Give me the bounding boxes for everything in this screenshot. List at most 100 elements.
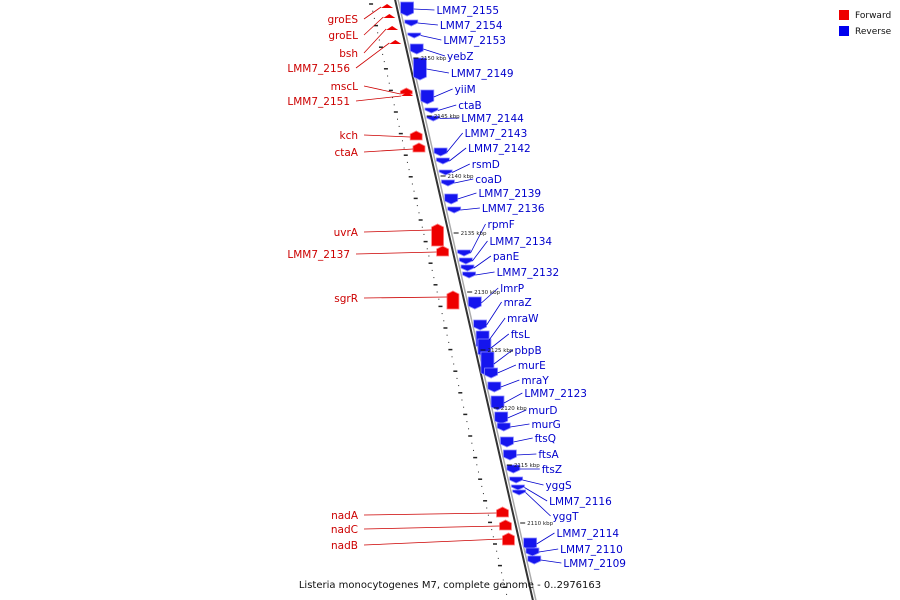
gene-label-mscL[interactable]: mscL <box>331 81 358 93</box>
gene-block-kch[interactable] <box>409 130 423 141</box>
gene-block-coaD[interactable] <box>441 179 455 187</box>
gene-label-LMM7_2137[interactable]: LMM7_2137 <box>287 249 350 261</box>
gene-label-uvrA[interactable]: uvrA <box>334 227 359 239</box>
gene-block-sgrR[interactable] <box>446 290 460 310</box>
gene-label-rpmF[interactable]: rpmF <box>488 219 515 231</box>
gene-label-LMM7_2149[interactable]: LMM7_2149 <box>451 68 514 80</box>
gene-label-mraZ[interactable]: mraZ <box>504 297 532 309</box>
gene-label-murG[interactable]: murG <box>531 419 560 431</box>
gene-label-nadA[interactable]: nadA <box>331 510 359 522</box>
gene-block-LMM7_2139[interactable] <box>444 193 459 205</box>
gene-block-murD[interactable] <box>494 411 509 425</box>
gene-block-ctaB[interactable] <box>424 107 439 114</box>
gene-label-sgrR[interactable]: sgrR <box>334 293 358 305</box>
gene-block-mraZ[interactable] <box>473 319 487 331</box>
gene-block-bsh[interactable] <box>386 26 399 30</box>
gene-label-LMM7_2151[interactable]: LMM7_2151 <box>287 96 350 108</box>
gene-block-murE[interactable] <box>484 367 499 379</box>
gene-label-ctaA[interactable]: ctaA <box>334 147 358 159</box>
gene-block-LMM7_2153[interactable] <box>407 32 422 39</box>
gene-label-groES[interactable]: groES <box>328 14 359 26</box>
gene-block-lmrP[interactable] <box>467 296 482 310</box>
gene-block-ctaA[interactable] <box>412 142 426 153</box>
gene-block-yiiM[interactable] <box>420 89 435 105</box>
gene-label-LMM7_2144[interactable]: LMM7_2144 <box>461 113 524 125</box>
gene-block-LMM7_2136[interactable] <box>447 206 462 214</box>
gene-label-LMM7_2110[interactable]: LMM7_2110 <box>560 544 623 556</box>
gene-block-LMM7_2149[interactable] <box>413 57 427 81</box>
gene-block-murG[interactable] <box>496 422 511 432</box>
gene-block-LMM7_2109[interactable] <box>527 555 542 565</box>
gene-block-LMM7_2123[interactable] <box>490 395 505 411</box>
gene-label-LMM7_2153[interactable]: LMM7_2153 <box>443 35 506 47</box>
gene-label-rsmD[interactable]: rsmD <box>472 159 500 171</box>
gene-block-LMM7_2110[interactable] <box>525 547 540 557</box>
gene-block-rpmF[interactable] <box>457 249 471 257</box>
gene-block-uvrA[interactable] <box>431 223 444 247</box>
gene-label-LMM7_2139[interactable]: LMM7_2139 <box>478 188 541 200</box>
gene-block-groEL[interactable] <box>383 14 396 18</box>
gene-label-LMM7_2142[interactable]: LMM7_2142 <box>468 143 531 155</box>
gene-label-nadC[interactable]: nadC <box>331 524 358 536</box>
gene-label-yebZ[interactable]: yebZ <box>447 51 474 63</box>
gene-label-yiiM[interactable]: yiiM <box>455 84 476 96</box>
gene-label-mraY[interactable]: mraY <box>521 375 549 387</box>
gene-label-LMM7_2156[interactable]: LMM7_2156 <box>287 63 350 75</box>
gene-label-LMM7_2134[interactable]: LMM7_2134 <box>489 236 552 248</box>
gene-block-LMM7_2156[interactable] <box>389 40 402 44</box>
gene-block-ftsZ[interactable] <box>506 464 521 474</box>
gene-block-LMM7_2116[interactable] <box>511 484 525 491</box>
kbp-label: 2140 kbp <box>448 174 474 180</box>
gene-block-panE[interactable] <box>460 264 475 272</box>
kbp-label: 2110 kbp <box>527 521 553 527</box>
gene-label-ftsL[interactable]: ftsL <box>511 329 530 341</box>
gene-label-ftsA[interactable]: ftsA <box>538 449 559 461</box>
gene-block-LMM7_2144[interactable] <box>426 115 441 122</box>
gene-label-ctaB[interactable]: ctaB <box>458 100 482 112</box>
gene-label-nadB[interactable]: nadB <box>331 540 358 552</box>
gene-block-mraY[interactable] <box>487 381 502 393</box>
gene-block-mscL[interactable] <box>399 87 413 95</box>
gene-block-yebZ[interactable] <box>409 43 424 55</box>
gene-label-murE[interactable]: murE <box>518 360 546 372</box>
gene-label-LMM7_2143[interactable]: LMM7_2143 <box>465 128 528 140</box>
gene-label-LMM7_2109[interactable]: LMM7_2109 <box>563 558 626 570</box>
gene-label-ftsZ[interactable]: ftsZ <box>542 464 562 476</box>
gene-block-LMM7_2151[interactable] <box>401 92 414 96</box>
gene-block-groES[interactable] <box>381 4 394 8</box>
gene-label-mraW[interactable]: mraW <box>507 313 539 325</box>
gene-block-LMM7_2154[interactable] <box>404 19 419 27</box>
gene-label-LMM7_2155[interactable]: LMM7_2155 <box>436 5 499 17</box>
gene-block-yggS[interactable] <box>509 476 524 484</box>
gene-label-LMM7_2116[interactable]: LMM7_2116 <box>549 496 612 508</box>
gene-label-murD[interactable]: murD <box>528 405 557 417</box>
gene-block-nadA[interactable] <box>496 506 509 518</box>
gene-label-groEL[interactable]: groEL <box>328 30 358 42</box>
gene-block-LMM7_2142[interactable] <box>436 157 450 165</box>
gene-label-LMM7_2132[interactable]: LMM7_2132 <box>497 267 560 279</box>
gene-label-LMM7_2154[interactable]: LMM7_2154 <box>440 20 503 32</box>
gene-label-LMM7_2123[interactable]: LMM7_2123 <box>524 388 587 400</box>
gene-label-panE[interactable]: panE <box>493 251 519 263</box>
gene-block-LMM7_2155[interactable] <box>400 1 415 17</box>
gene-label-yggT[interactable]: yggT <box>553 511 580 523</box>
gene-block-rsmD[interactable] <box>438 169 453 176</box>
gene-block-nadB[interactable] <box>502 532 515 546</box>
gene-label-pbpB[interactable]: pbpB <box>514 345 541 357</box>
gene-block-LMM7_2134[interactable] <box>458 257 473 265</box>
gene-label-ftsQ[interactable]: ftsQ <box>535 433 556 445</box>
gene-label-LMM7_2114[interactable]: LMM7_2114 <box>556 528 619 540</box>
gene-label-yggS[interactable]: yggS <box>545 480 572 492</box>
gene-label-coaD[interactable]: coaD <box>475 174 502 186</box>
gene-label-kch[interactable]: kch <box>339 130 358 142</box>
gene-block-LMM7_2143[interactable] <box>433 147 448 157</box>
gene-label-lmrP[interactable]: lmrP <box>500 283 524 295</box>
gene-block-ftsA[interactable] <box>503 449 517 461</box>
gene-label-LMM7_2136[interactable]: LMM7_2136 <box>482 203 545 215</box>
gene-block-ftsQ[interactable] <box>500 436 514 448</box>
gene-block-LMM7_2132[interactable] <box>462 271 476 279</box>
gene-block-yggT[interactable] <box>512 489 527 496</box>
gene-block-LMM7_2137[interactable] <box>436 245 450 257</box>
gene-label-bsh[interactable]: bsh <box>339 48 358 60</box>
gene-block-nadC[interactable] <box>499 519 512 531</box>
